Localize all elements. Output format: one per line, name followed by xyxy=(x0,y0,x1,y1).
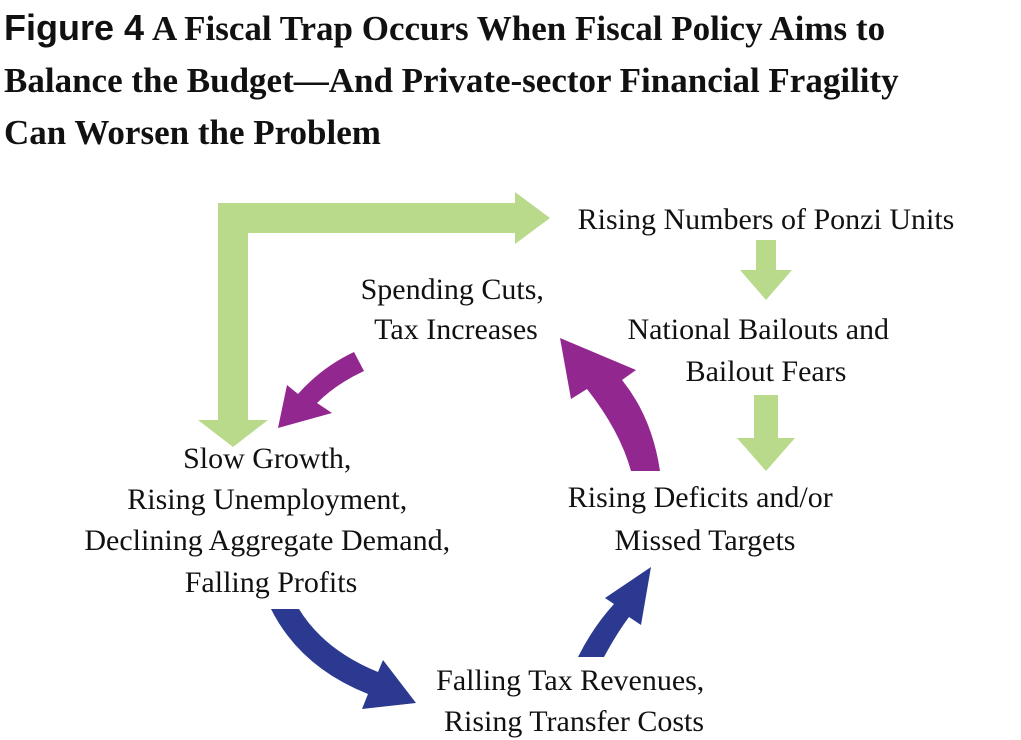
navy-arrow-revenues-to-deficits xyxy=(578,567,651,657)
purple-arrow-spending-to-growth xyxy=(278,352,364,428)
node-growth-line-1: Slow Growth, xyxy=(183,442,351,475)
node-national-bailouts: National Bailouts and Bailout Fears xyxy=(627,313,896,388)
node-rising-deficits: Rising Deficits and/or Missed Targets xyxy=(568,481,840,557)
node-bailouts-line-1: National Bailouts and xyxy=(627,313,889,346)
node-growth-line-4: Falling Profits xyxy=(185,566,358,599)
node-ponzi-line-1: Rising Numbers of Ponzi Units xyxy=(578,203,955,236)
node-revenues-line-2: Rising Transfer Costs xyxy=(444,705,704,738)
figure-title-part-1: A Fiscal Trap Occurs When Fiscal Policy … xyxy=(152,9,886,48)
node-bailouts-line-2: Bailout Fears xyxy=(686,355,847,388)
figure-label: Figure 4 xyxy=(4,7,145,48)
node-deficits-line-1: Rising Deficits and/or xyxy=(568,481,833,514)
node-slow-growth: Slow Growth, Rising Unemployment, Declin… xyxy=(84,442,457,599)
purple-arrow-deficits-to-spending xyxy=(560,338,660,471)
green-arrow-bailouts-to-deficits xyxy=(737,395,795,471)
node-spending-line-2: Tax Increases xyxy=(374,313,538,346)
node-spending-line-1: Spending Cuts, xyxy=(361,273,544,306)
node-growth-line-2: Rising Unemployment, xyxy=(127,483,407,516)
node-revenues-line-1: Falling Tax Revenues, xyxy=(436,664,704,697)
node-spending-cuts: Spending Cuts, Tax Increases xyxy=(361,273,552,346)
figure-title-part-3: Can Worsen the Problem xyxy=(4,113,381,152)
node-deficits-line-2: Missed Targets xyxy=(615,524,796,557)
green-arrow-growth-to-ponzi xyxy=(198,192,550,447)
node-ponzi-units: Rising Numbers of Ponzi Units xyxy=(578,203,955,236)
node-growth-line-3: Declining Aggregate Demand, xyxy=(84,524,450,557)
figure-title-part-2: Balance the Budget—And Private-sector Fi… xyxy=(4,61,899,100)
navy-arrow-growth-to-revenues xyxy=(271,609,416,709)
green-arrow-ponzi-to-bailouts xyxy=(740,240,792,300)
node-falling-tax-revenues: Falling Tax Revenues, Rising Transfer Co… xyxy=(436,664,712,738)
